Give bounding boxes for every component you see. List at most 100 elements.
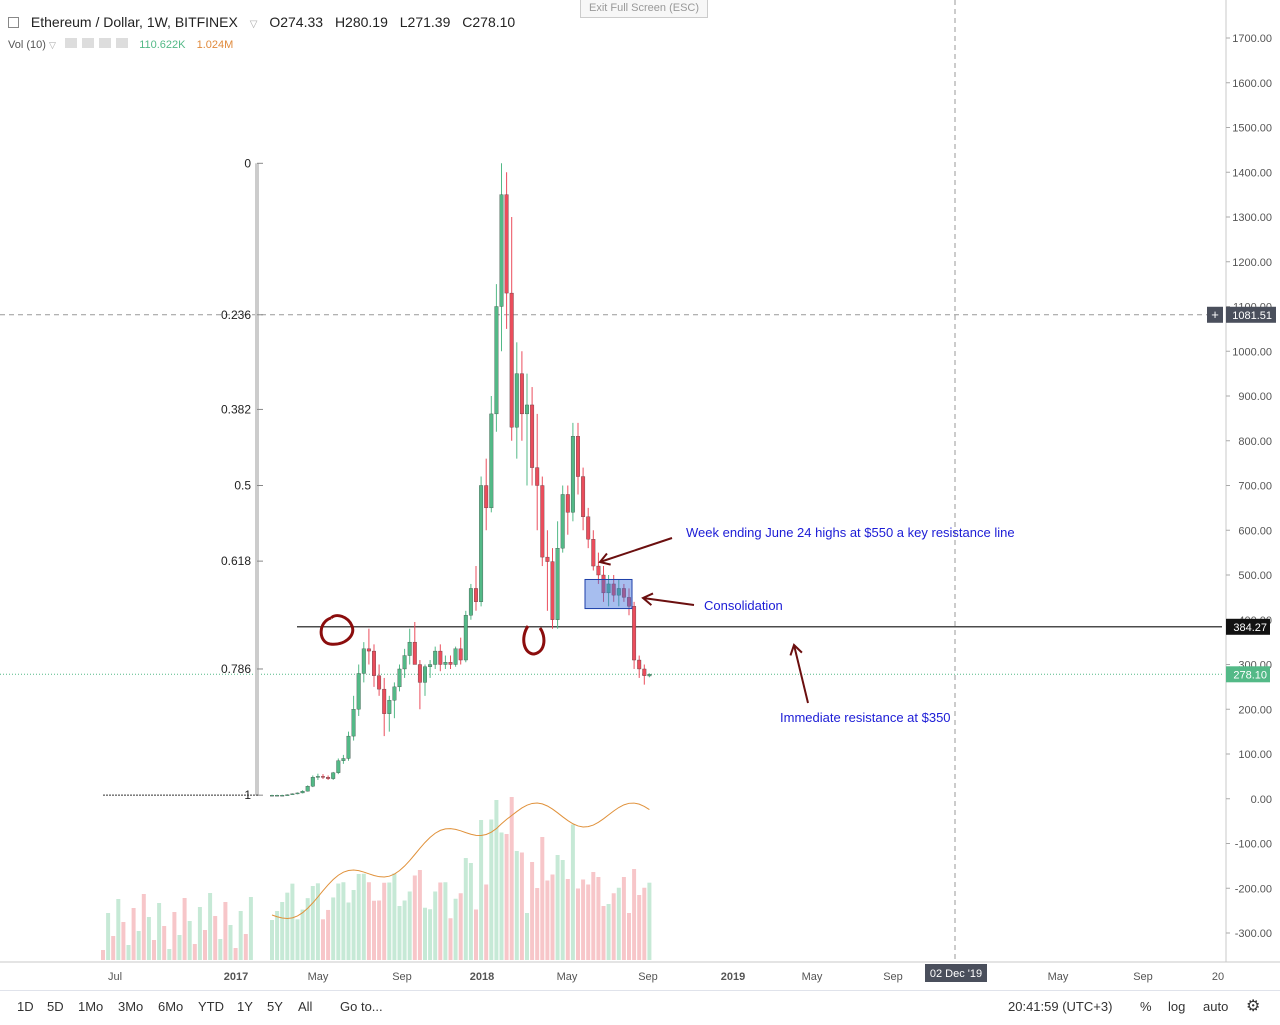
volume-bar xyxy=(509,797,514,960)
volume-bar xyxy=(555,855,560,960)
volume-bar xyxy=(479,820,484,960)
volume-bar xyxy=(489,819,494,960)
volume-bar xyxy=(326,909,331,960)
volume-bar xyxy=(642,887,647,960)
clock-time: 20:41:59 (UTC+3) xyxy=(1008,999,1113,1014)
candle-body xyxy=(280,795,285,797)
candle-body xyxy=(377,675,382,690)
goto-button[interactable]: Go to... xyxy=(340,999,383,1014)
range-button-5y[interactable]: 5Y xyxy=(267,999,283,1014)
y-tick-label: 1700.00 xyxy=(1232,33,1272,45)
y-tick-label: 1400.00 xyxy=(1232,167,1272,179)
volume-bar xyxy=(213,916,218,960)
fib-level-label: 0.786 xyxy=(221,662,251,676)
range-button-6mo[interactable]: 6Mo xyxy=(158,999,184,1014)
candle-body xyxy=(428,664,433,667)
close-icon[interactable] xyxy=(116,38,129,48)
volume-bar xyxy=(412,875,417,960)
volume-legend: Vol (10) ▽ 110.622K 1.024M xyxy=(8,38,233,51)
candle-body xyxy=(392,686,397,701)
volume-bar xyxy=(351,890,356,960)
candle-body xyxy=(530,404,535,468)
candle-body xyxy=(519,373,524,415)
chevron-down-icon[interactable]: ▽ xyxy=(249,19,258,30)
fib-level-label: 0.5 xyxy=(234,479,251,493)
candle-body xyxy=(468,588,473,616)
volume-bar xyxy=(570,824,575,960)
volume-bar xyxy=(157,903,162,960)
range-button-ytd[interactable]: YTD xyxy=(198,999,224,1014)
volume-bar xyxy=(248,897,253,960)
range-button-3mo[interactable]: 3Mo xyxy=(118,999,144,1014)
candle-body xyxy=(540,485,545,558)
x-tick-label: May xyxy=(1048,971,1069,983)
volume-bar xyxy=(300,909,305,960)
volume-bar xyxy=(530,862,535,960)
volume-bar xyxy=(428,909,433,960)
volume-bar xyxy=(458,893,463,960)
volume-bar xyxy=(152,940,156,960)
candle-body xyxy=(591,539,596,567)
volume-bar xyxy=(331,897,336,960)
x-tick-label: May xyxy=(557,971,578,983)
volume-bar xyxy=(116,899,121,960)
volume-bar xyxy=(433,891,438,960)
gear-icon[interactable]: ⚙ xyxy=(1246,998,1261,1015)
range-button-1mo[interactable]: 1Mo xyxy=(78,999,104,1014)
y-tick-label: -300.00 xyxy=(1235,928,1272,940)
candle-body xyxy=(596,565,601,576)
auto-toggle[interactable]: auto xyxy=(1203,999,1229,1014)
candle-body xyxy=(545,556,550,562)
gear-icon[interactable] xyxy=(82,38,95,48)
volume-bar xyxy=(243,934,248,960)
plus-icon[interactable] xyxy=(99,38,112,48)
volume-bar xyxy=(550,874,555,960)
candle-body xyxy=(504,194,509,294)
volume-bar xyxy=(356,874,361,960)
volume-bar xyxy=(346,902,351,960)
square-minus-icon[interactable] xyxy=(8,17,19,28)
volume-bar xyxy=(146,917,151,960)
date-cursor-label: 02 Dec '19 xyxy=(930,968,982,980)
volume-bar xyxy=(295,919,300,960)
x-tick-label: 2018 xyxy=(470,971,494,983)
y-tick-label: 0.00 xyxy=(1251,794,1272,806)
range-button-all[interactable]: All xyxy=(298,999,313,1014)
percent-toggle[interactable]: % xyxy=(1140,999,1152,1014)
candle-body xyxy=(402,655,407,670)
candle-body xyxy=(443,662,448,665)
volume-bar xyxy=(218,939,223,960)
candle-body xyxy=(407,641,412,656)
range-button-1d[interactable]: 1D xyxy=(17,999,34,1014)
exit-fullscreen-button[interactable]: Exit Full Screen (ESC) xyxy=(580,0,708,18)
volume-label[interactable]: Vol (10) xyxy=(8,39,46,51)
candle-body xyxy=(647,674,652,677)
candle-body xyxy=(295,792,300,795)
fib-level-label: 0.236 xyxy=(221,308,251,322)
volume-ma-line xyxy=(271,802,650,920)
range-button-5d[interactable]: 5D xyxy=(47,999,64,1014)
candle-body xyxy=(372,650,376,676)
log-toggle[interactable]: log xyxy=(1168,999,1186,1014)
candle-body xyxy=(433,650,438,665)
volume-bar xyxy=(586,884,591,960)
price-tag-384: 384.27 xyxy=(1233,622,1267,634)
candle-body xyxy=(305,786,310,792)
volume-bar xyxy=(341,882,346,960)
plus-icon: + xyxy=(1211,307,1219,322)
volume-bar xyxy=(315,883,320,960)
candle-body xyxy=(570,436,575,513)
volume-value-1: 110.622K xyxy=(139,39,186,51)
volume-bar xyxy=(540,837,545,960)
volume-bar xyxy=(223,902,228,960)
eye-icon[interactable] xyxy=(64,38,77,48)
range-button-1y[interactable]: 1Y xyxy=(237,999,253,1014)
arrow-resistance xyxy=(793,644,809,704)
symbol-title[interactable]: Ethereum / Dollar, 1W, BITFINEX xyxy=(30,14,238,30)
x-tick-label: Sep xyxy=(1133,971,1153,983)
arrow-consolidation xyxy=(642,597,695,606)
candle-body xyxy=(290,793,295,795)
chevron-down-icon[interactable]: ▽ xyxy=(48,40,56,50)
x-tick-label: Sep xyxy=(392,971,412,983)
